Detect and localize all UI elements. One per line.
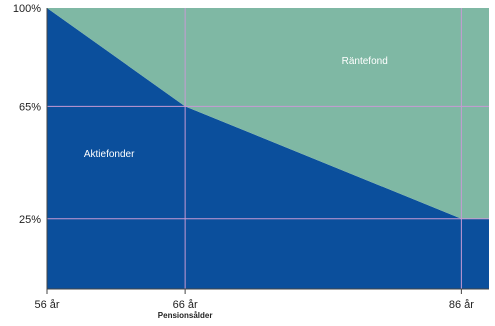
series-label-aktiefonder: Aktiefonder <box>84 149 135 160</box>
x-tick-label-86: 86 år <box>449 299 474 311</box>
y-tick-label-65: 65% <box>19 101 41 113</box>
chart-labels: Aktiefonder Räntefond 25% 65% 100% 56 år 66 år… <box>13 3 474 320</box>
x-tick-label-56: 56 år <box>34 299 59 311</box>
y-tick-label-100: 100% <box>13 3 41 15</box>
guide-lines <box>47 8 489 289</box>
y-tick-label-25: 25% <box>19 214 41 226</box>
area-rantefond <box>47 8 489 219</box>
series-label-rantefond: Räntefond <box>342 56 388 67</box>
x-tick-label-66: 66 år <box>173 299 198 311</box>
chart-axes <box>46 8 489 294</box>
x-tick-sublabel-66: Pensionsålder <box>158 311 213 320</box>
